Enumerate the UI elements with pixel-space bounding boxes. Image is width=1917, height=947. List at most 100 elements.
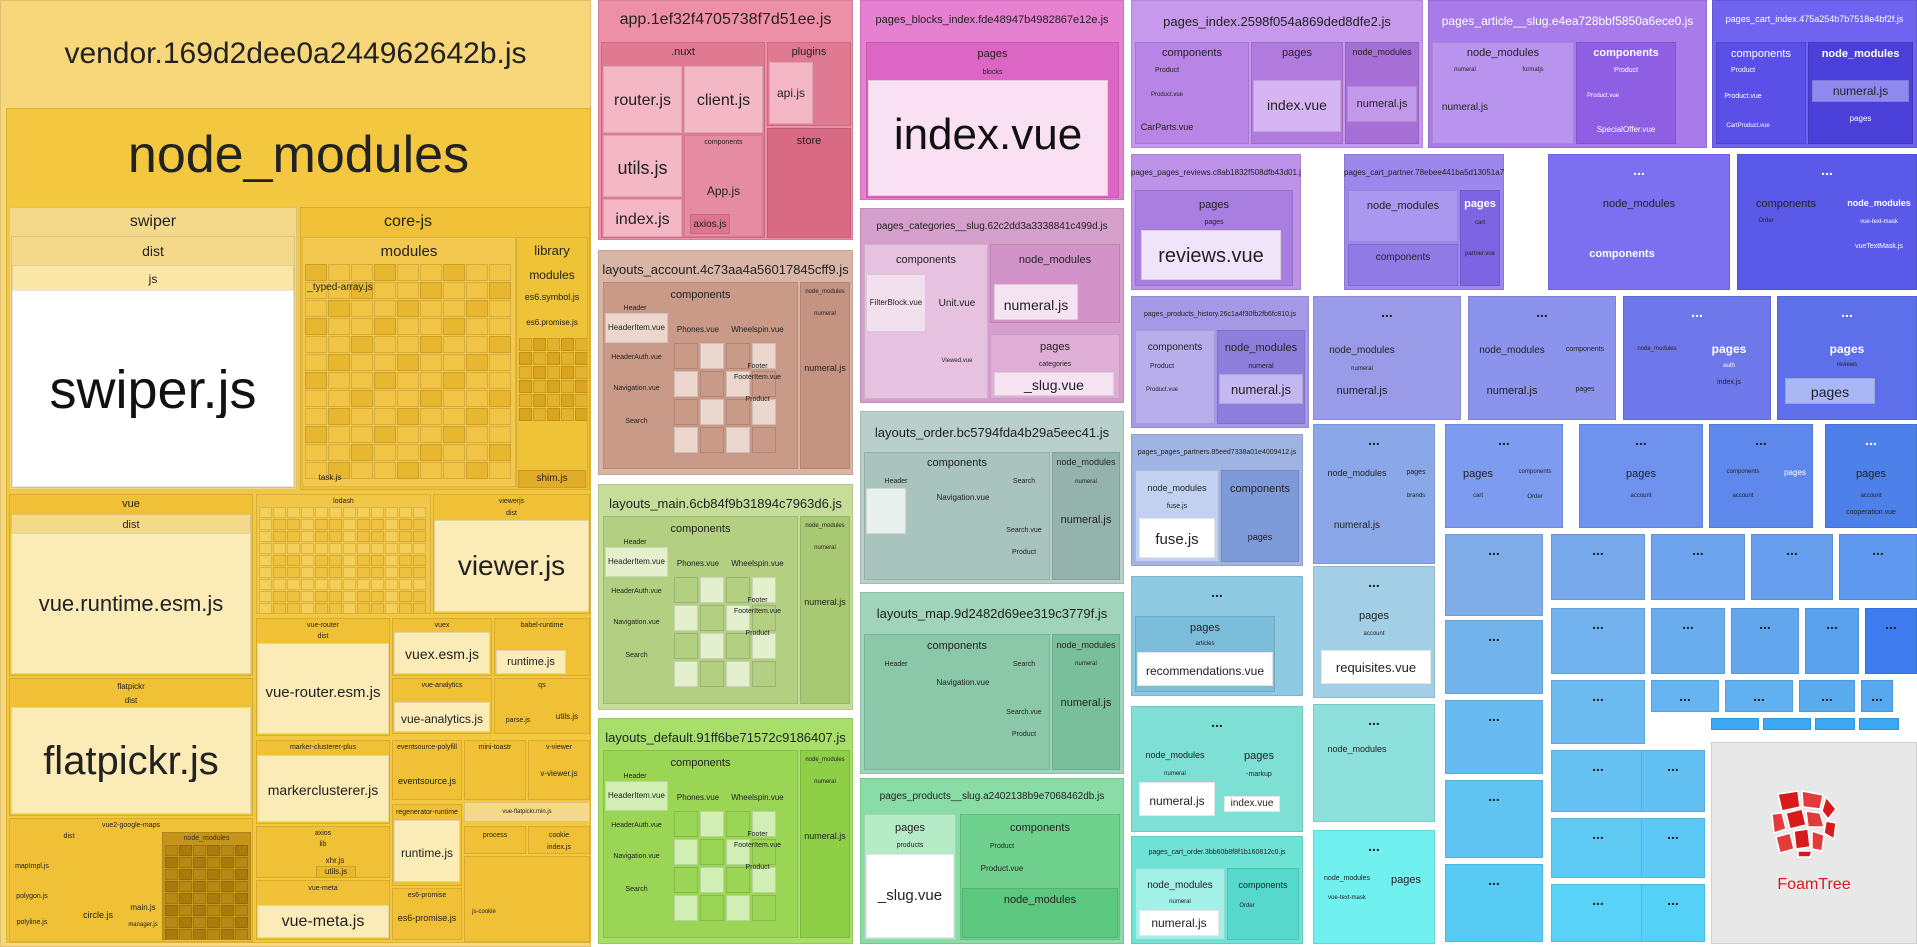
filterblock-file[interactable] [866,274,926,332]
module-cell[interactable] [273,519,286,530]
chunk-tile-16[interactable] [1725,680,1793,712]
module-cell[interactable] [374,282,396,299]
stripe-3[interactable] [1859,718,1899,730]
module-cell[interactable] [179,929,192,939]
component-cell[interactable] [752,399,776,425]
chunk-tile-24[interactable] [1641,884,1705,942]
module-cell[interactable] [371,591,384,602]
module-cell[interactable] [466,462,488,479]
module-cell[interactable] [259,555,272,566]
module-cell[interactable] [374,408,396,425]
categories-slug-file[interactable] [994,372,1114,396]
module-cell[interactable] [385,531,398,542]
module-cell[interactable] [399,567,412,578]
order-dots-box[interactable] [866,488,906,534]
module-cell[interactable] [305,336,327,353]
module-cell[interactable] [351,372,373,389]
module-cell[interactable] [329,555,342,566]
module-cell[interactable] [343,567,356,578]
module-cell[interactable] [397,354,419,371]
module-cell[interactable] [221,929,234,939]
chunk-tile-1[interactable] [1445,620,1543,694]
module-cell[interactable] [443,444,465,461]
gm-node-modules[interactable] [162,832,251,940]
module-cell[interactable] [301,531,314,542]
module-cell[interactable] [575,352,587,365]
component-cell[interactable] [726,427,750,453]
module-cell[interactable] [547,408,560,421]
module-cell[interactable] [374,318,396,335]
module-cell[interactable] [305,390,327,407]
vue-analytics-file[interactable] [394,702,490,732]
module-cell[interactable] [533,338,546,351]
module-cell[interactable] [301,543,314,554]
module-cell[interactable] [420,336,442,353]
chunk-tile-11[interactable] [1731,608,1799,674]
module-cell[interactable] [397,408,419,425]
module-cell[interactable] [399,603,412,613]
module-cell[interactable] [305,462,327,479]
module-cell[interactable] [328,390,350,407]
module-cell[interactable] [207,905,220,916]
module-cell[interactable] [466,372,488,389]
pages-index-vue-file[interactable] [1253,80,1341,132]
stripe-2[interactable] [1815,718,1855,730]
component-cell[interactable] [674,811,698,837]
client-js[interactable] [684,66,763,133]
module-cell[interactable] [259,519,272,530]
module-cell[interactable] [329,567,342,578]
api-js[interactable] [769,62,813,124]
module-cell[interactable] [193,857,206,868]
module-cell[interactable] [273,543,286,554]
module-cell[interactable] [287,519,300,530]
chunk-tile-20[interactable] [1551,818,1645,878]
module-cell[interactable] [165,857,178,868]
module-cell[interactable] [193,869,206,880]
module-cell[interactable] [397,264,419,281]
mini-index-file[interactable] [1224,796,1280,812]
cart-index-numeral[interactable] [1812,80,1909,102]
cart-partner-pages[interactable] [1460,190,1500,286]
module-cell[interactable] [315,567,328,578]
module-cell[interactable] [399,555,412,566]
module-cell[interactable] [259,591,272,602]
component-cell[interactable] [726,867,750,893]
module-cell[interactable] [466,336,488,353]
module-cell[interactable] [413,591,426,602]
layout_default-node-modules[interactable] [800,750,850,938]
reviews-vue-file[interactable] [1141,230,1281,280]
module-cell[interactable] [179,857,192,868]
component-cell[interactable] [700,399,724,425]
layout_main-node-modules[interactable] [800,516,850,704]
module-cell[interactable] [207,869,220,880]
module-cell[interactable] [343,555,356,566]
module-cell[interactable] [489,264,511,281]
module-cell[interactable] [466,282,488,299]
component-cell[interactable] [700,661,724,687]
component-cell[interactable] [752,427,776,453]
chunk-g[interactable] [1313,424,1435,564]
component-cell[interactable] [674,867,698,893]
module-cell[interactable] [221,845,234,856]
chunk-h[interactable] [1445,424,1563,528]
module-cell[interactable] [193,917,206,928]
module-cell[interactable] [547,352,560,365]
module-cell[interactable] [489,372,511,389]
module-cell[interactable] [305,300,327,317]
component-cell[interactable] [700,811,724,837]
module-cell[interactable] [329,519,342,530]
eventsource-package[interactable] [392,740,462,800]
module-cell[interactable] [207,929,220,939]
module-cell[interactable] [466,408,488,425]
module-cell[interactable] [547,380,560,393]
module-cell[interactable] [301,519,314,530]
chunk-tile-18[interactable] [1861,680,1893,712]
module-cell[interactable] [420,462,442,479]
module-cell[interactable] [357,531,370,542]
module-cell[interactable] [374,462,396,479]
module-cell[interactable] [399,591,412,602]
products-slug-file[interactable] [866,854,954,938]
module-cell[interactable] [351,282,373,299]
module-cell[interactable] [235,845,248,856]
module-cell[interactable] [328,264,350,281]
